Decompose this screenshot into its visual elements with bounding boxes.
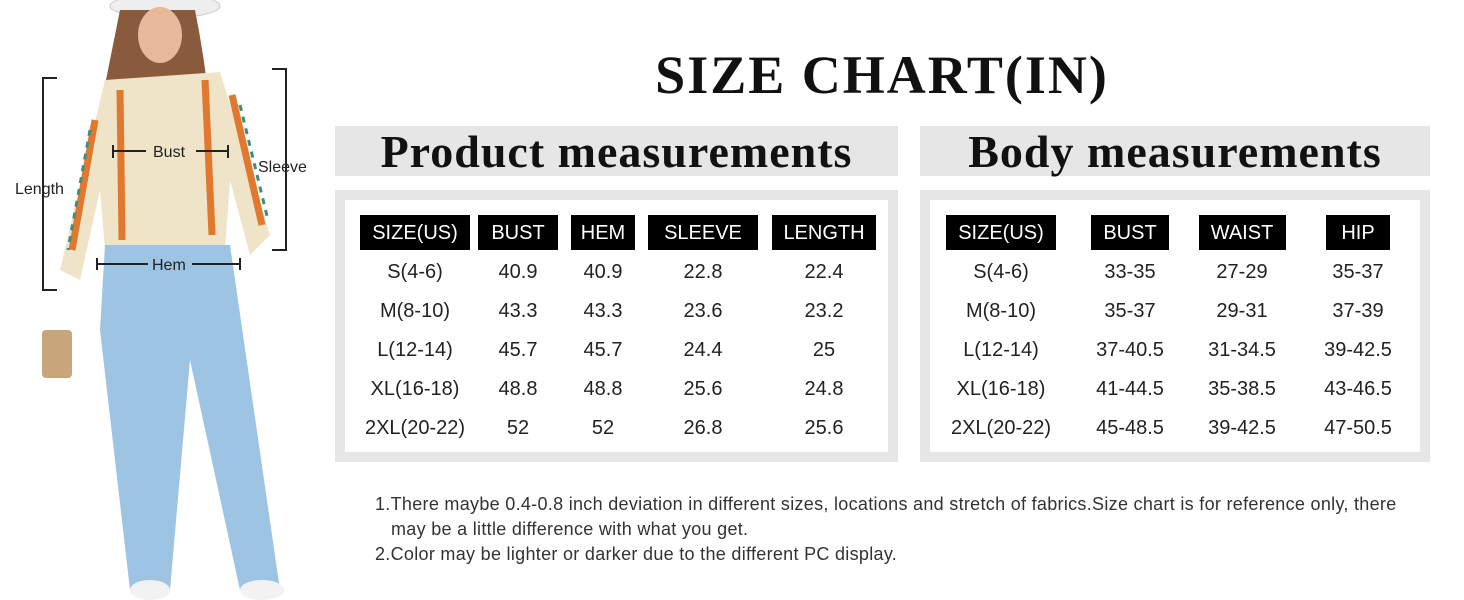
table-cell: 25.6	[683, 378, 723, 400]
table-cell: 24.4	[683, 339, 723, 361]
table-cell: 40.9	[583, 261, 623, 283]
table-cell: M(8-10)	[965, 300, 1036, 322]
table-cell: 47-50.5	[1324, 417, 1392, 439]
body-title: Body measurements	[920, 126, 1430, 177]
hem-label: Hem	[152, 257, 186, 274]
table-cell: 22.4	[804, 261, 844, 283]
table-cell: 45.7	[498, 339, 538, 361]
note: 2.Color may be lighter or darker due to …	[375, 544, 898, 564]
table-cell: 22.8	[683, 261, 723, 283]
table-cell: M(8-10)	[379, 300, 450, 322]
table-cell: 41-44.5	[1096, 378, 1164, 400]
table-cell: 52	[591, 417, 615, 439]
table-cell: 27-29	[1216, 261, 1268, 283]
table-cell: XL(16-18)	[956, 378, 1046, 400]
table-cell: 39-42.5	[1208, 417, 1276, 439]
model-figure: Length Bust Sleeve Hem	[15, 0, 307, 600]
table-cell: 25	[812, 339, 836, 361]
table-cell: 35-37	[1332, 261, 1384, 283]
table-cell: 35-38.5	[1208, 378, 1276, 400]
table-cell: 52	[506, 417, 530, 439]
table-cell: 29-31	[1216, 300, 1268, 322]
table-cell: L(12-14)	[963, 339, 1039, 361]
header-cell: HEM	[571, 215, 635, 250]
note: 1.There maybe 0.4-0.8 inch deviation in …	[375, 494, 1397, 539]
table-cell: 48.8	[583, 378, 623, 400]
table-cell: 45.7	[583, 339, 623, 361]
header-cell: BUST	[1091, 215, 1169, 250]
header-cell: BUST	[478, 215, 558, 250]
product-title: Product measurements	[335, 126, 898, 177]
notes: 1.There maybe 0.4-0.8 inch deviation in …	[375, 492, 1425, 567]
bust-label: Bust	[153, 144, 186, 161]
table-cell: L(12-14)	[377, 339, 453, 361]
header-cell: SIZE(US)	[360, 215, 470, 250]
table-cell: 43.3	[583, 300, 623, 322]
table-cell: 33-35	[1104, 261, 1156, 283]
table-cell: 37-40.5	[1096, 339, 1164, 361]
table-cell: 37-39	[1332, 300, 1384, 322]
table-cell: 23.2	[804, 300, 844, 322]
table-cell: 43.3	[498, 300, 538, 322]
table-cell: 35-37	[1104, 300, 1156, 322]
table-cell: 45-48.5	[1096, 417, 1164, 439]
table-cell: 25.6	[804, 417, 844, 439]
table-cell: S(4-6)	[973, 261, 1029, 283]
sleeve-label: Sleeve	[258, 159, 307, 176]
header-cell: SIZE(US)	[946, 215, 1056, 250]
table-cell: 23.6	[683, 300, 723, 322]
table-cell: XL(16-18)	[370, 378, 460, 400]
table-cell: 2XL(20-22)	[364, 417, 466, 439]
length-label: Length	[15, 181, 64, 198]
table-cell: 26.8	[683, 417, 723, 439]
header-cell: HIP	[1326, 215, 1390, 250]
header-cell: LENGTH	[772, 215, 876, 250]
table-cell: 43-46.5	[1324, 378, 1392, 400]
table-cell: 39-42.5	[1324, 339, 1392, 361]
header-cell: SLEEVE	[648, 215, 758, 250]
table-cell: 2XL(20-22)	[950, 417, 1052, 439]
table-cell: S(4-6)	[387, 261, 443, 283]
table-cell: 31-34.5	[1208, 339, 1276, 361]
table-cell: 24.8	[804, 378, 844, 400]
table-cell: 48.8	[498, 378, 538, 400]
title: SIZE CHART(IN)	[655, 45, 1109, 105]
header-cell: WAIST	[1198, 215, 1286, 250]
table-cell: 40.9	[498, 261, 538, 283]
